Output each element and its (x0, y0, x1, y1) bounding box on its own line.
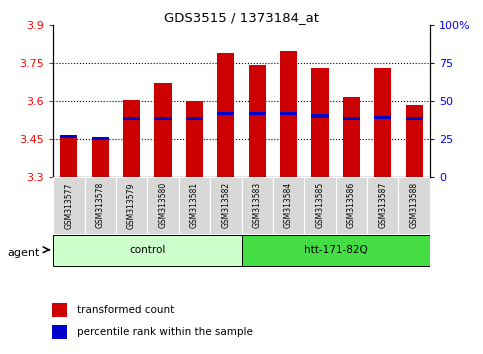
Bar (60, 135, 77, 177)
Text: GSM313584: GSM313584 (284, 182, 293, 228)
Bar (53, 325, 67, 339)
Bar (123, 117, 140, 120)
Text: GSM313585: GSM313585 (315, 182, 325, 228)
Text: transformed count: transformed count (77, 305, 174, 315)
Bar (60, 135, 77, 138)
Text: GSM313577: GSM313577 (64, 182, 73, 229)
Bar (217, 112, 234, 115)
Text: GSM313579: GSM313579 (127, 182, 136, 229)
Bar (155, 83, 171, 177)
Bar (53, 235, 242, 266)
Bar (242, 177, 273, 234)
Bar (406, 117, 423, 120)
Bar (280, 112, 297, 115)
Bar (249, 112, 266, 115)
Text: GSM313582: GSM313582 (221, 182, 230, 228)
Text: percentile rank within the sample: percentile rank within the sample (77, 327, 253, 337)
Bar (92, 137, 109, 141)
Text: GSM313580: GSM313580 (158, 182, 168, 228)
Bar (280, 51, 297, 177)
Bar (147, 177, 179, 234)
Bar (155, 117, 171, 120)
Bar (123, 99, 140, 177)
Bar (374, 116, 391, 119)
Bar (53, 303, 67, 317)
Bar (179, 177, 210, 234)
Bar (116, 177, 147, 234)
Text: GSM313586: GSM313586 (347, 182, 356, 228)
Text: GSM313581: GSM313581 (190, 182, 199, 228)
Text: GDS3515 / 1373184_at: GDS3515 / 1373184_at (164, 11, 319, 24)
Bar (186, 117, 203, 120)
Text: htt-171-82Q: htt-171-82Q (304, 245, 368, 255)
Bar (249, 65, 266, 177)
Bar (312, 68, 328, 177)
Bar (92, 138, 109, 177)
Bar (398, 177, 430, 234)
Bar (406, 105, 423, 177)
Text: agent: agent (7, 248, 40, 258)
Bar (273, 177, 304, 234)
Bar (242, 235, 430, 266)
Text: GSM313588: GSM313588 (410, 182, 419, 228)
Text: GSM313587: GSM313587 (378, 182, 387, 228)
Bar (374, 68, 391, 177)
Bar (186, 101, 203, 177)
Bar (304, 177, 336, 234)
Text: GSM313583: GSM313583 (253, 182, 262, 228)
Bar (312, 114, 328, 118)
Text: control: control (129, 245, 166, 255)
Bar (343, 117, 360, 120)
Bar (343, 97, 360, 177)
Bar (217, 53, 234, 177)
Bar (210, 177, 242, 234)
Bar (85, 177, 116, 234)
Bar (53, 177, 85, 234)
Bar (367, 177, 398, 234)
Bar (336, 177, 367, 234)
Text: GSM313578: GSM313578 (96, 182, 105, 228)
